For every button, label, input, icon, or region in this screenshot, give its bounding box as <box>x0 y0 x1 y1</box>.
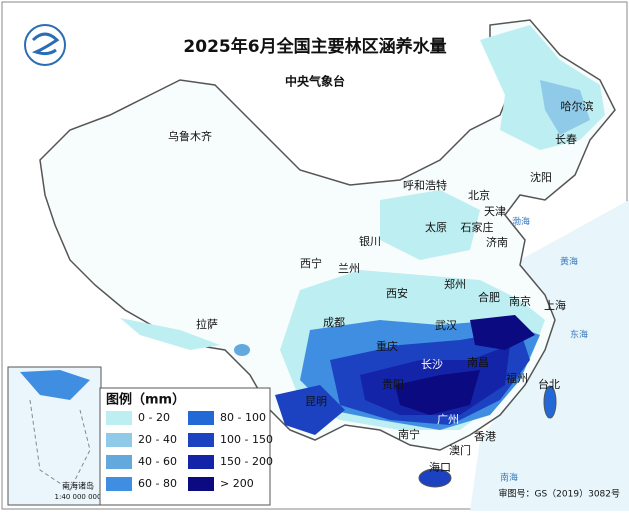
subtitle: 中央气象台 <box>285 74 345 89</box>
legend-swatch <box>106 477 132 491</box>
inset-scale: 1:40 000 000 <box>55 493 102 501</box>
legend-swatch <box>188 477 214 491</box>
legend-label: 80 - 100 <box>220 411 266 424</box>
city: 贵阳 <box>382 378 404 391</box>
sea: 渤海 <box>512 216 530 228</box>
sea-labels: 东海 南海 黄海 渤海 <box>500 216 588 484</box>
city: 乌鲁木齐 <box>168 129 212 143</box>
city: 太原 <box>425 221 447 234</box>
forest-water <box>120 25 605 488</box>
city: 台北 <box>538 377 560 391</box>
city: 重庆 <box>376 339 398 353</box>
city: 南宁 <box>398 427 420 441</box>
sea: 东海 <box>570 329 588 341</box>
legend-label: 40 - 60 <box>138 455 177 468</box>
city: 长沙 <box>421 358 443 371</box>
city: 广州 <box>437 413 459 426</box>
legend: 0 - 20 20 - 40 40 - 60 60 - 80 80 - 100 100 -… <box>106 411 273 491</box>
legend-title: 图例（mm） <box>106 392 185 408</box>
city: 合肥 <box>478 290 500 304</box>
city: 哈尔滨 <box>561 99 594 113</box>
legend-swatch <box>106 411 132 425</box>
city: 西安 <box>386 286 408 300</box>
city: 上海 <box>544 298 566 312</box>
legend-label: > 200 <box>220 477 254 490</box>
title: 2025年6月全国主要林区涵养水量 <box>183 36 446 57</box>
legend-swatch <box>188 411 214 425</box>
city: 海口 <box>429 460 451 474</box>
city: 武汉 <box>435 319 457 332</box>
city: 银川 <box>359 234 381 248</box>
legend-swatch <box>106 455 132 469</box>
city: 南京 <box>509 294 531 308</box>
legend-label: 150 - 200 <box>220 455 273 468</box>
legend-label: 100 - 150 <box>220 433 273 446</box>
city: 南昌 <box>467 356 489 369</box>
legend-label: 60 - 80 <box>138 477 177 490</box>
city: 成都 <box>323 316 345 329</box>
legend-label: 0 - 20 <box>138 411 170 424</box>
logo-mark <box>31 32 60 56</box>
city-labels: 乌鲁木齐 哈尔滨 长春 沈阳 呼和浩特 北京 天津 太原 石家庄 济南 银川 西… <box>168 99 594 474</box>
city: 西宁 <box>300 256 322 270</box>
city: 郑州 <box>444 277 466 291</box>
city: 福州 <box>506 371 528 385</box>
legend-swatch <box>188 433 214 447</box>
city: 香港 <box>474 430 496 443</box>
inset-land <box>20 370 90 400</box>
city: 兰州 <box>338 262 360 275</box>
city: 北京 <box>468 188 490 202</box>
inset-boundary <box>29 399 91 491</box>
sea: 黄海 <box>560 256 578 268</box>
city: 沈阳 <box>530 170 552 184</box>
city: 长春 <box>555 133 577 146</box>
city: 昆明 <box>305 395 327 408</box>
legend-swatch <box>106 433 132 447</box>
sea-area <box>470 200 629 511</box>
city: 呼和浩特 <box>403 178 447 192</box>
legend-swatch <box>188 455 214 469</box>
city: 天津 <box>484 205 506 218</box>
legend-label: 20 - 40 <box>138 433 177 446</box>
review-number: 审图号：GS（2019）3082号 <box>499 488 621 500</box>
city: 济南 <box>486 235 508 249</box>
city: 石家庄 <box>461 220 494 234</box>
city: 拉萨 <box>196 317 218 331</box>
logo <box>24 24 66 66</box>
inset-label: 南海诸岛 <box>62 481 94 491</box>
sea: 南海 <box>500 472 518 484</box>
city: 澳门 <box>449 443 471 457</box>
